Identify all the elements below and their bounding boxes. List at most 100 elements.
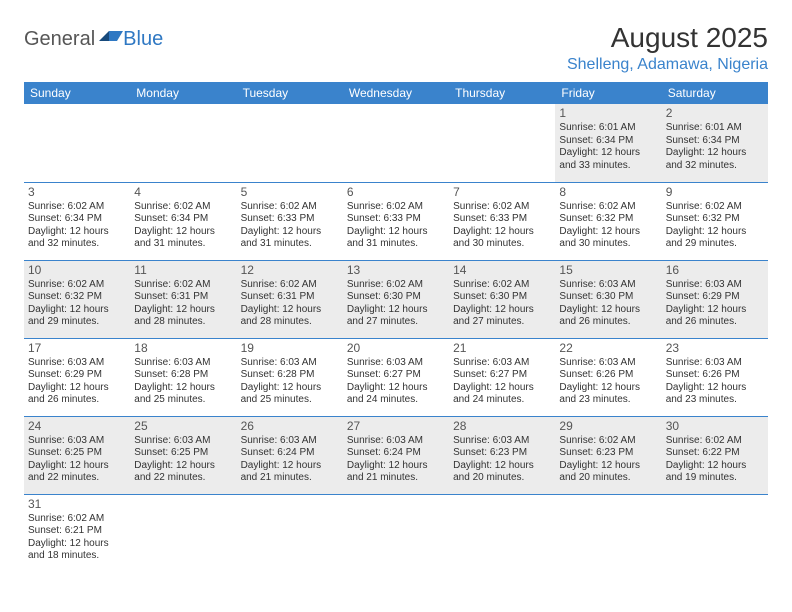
day-number: 12	[241, 263, 339, 278]
daylight-text: Daylight: 12 hours and 32 minutes.	[666, 147, 764, 172]
sunset-text: Sunset: 6:26 PM	[559, 369, 657, 382]
calendar-cell	[343, 494, 449, 572]
month-title: August 2025	[567, 22, 768, 54]
daylight-text: Daylight: 12 hours and 29 minutes.	[28, 304, 126, 329]
calendar-cell: 12Sunrise: 6:02 AMSunset: 6:31 PMDayligh…	[237, 260, 343, 338]
sunset-text: Sunset: 6:24 PM	[241, 447, 339, 460]
daylight-text: Daylight: 12 hours and 30 minutes.	[453, 226, 551, 251]
sunrise-text: Sunrise: 6:03 AM	[28, 435, 126, 448]
sunrise-text: Sunrise: 6:02 AM	[28, 201, 126, 214]
calendar-cell	[130, 104, 236, 182]
calendar-cell: 10Sunrise: 6:02 AMSunset: 6:32 PMDayligh…	[24, 260, 130, 338]
sunrise-text: Sunrise: 6:03 AM	[134, 357, 232, 370]
calendar-cell: 21Sunrise: 6:03 AMSunset: 6:27 PMDayligh…	[449, 338, 555, 416]
sunrise-text: Sunrise: 6:02 AM	[134, 279, 232, 292]
weekday-header: Tuesday	[237, 82, 343, 104]
day-number: 19	[241, 341, 339, 356]
day-number: 18	[134, 341, 232, 356]
sunrise-text: Sunrise: 6:02 AM	[666, 201, 764, 214]
daylight-text: Daylight: 12 hours and 26 minutes.	[28, 382, 126, 407]
sunset-text: Sunset: 6:22 PM	[666, 447, 764, 460]
sunrise-text: Sunrise: 6:02 AM	[28, 513, 126, 526]
weekday-header: Sunday	[24, 82, 130, 104]
day-number: 30	[666, 419, 764, 434]
calendar-cell: 3Sunrise: 6:02 AMSunset: 6:34 PMDaylight…	[24, 182, 130, 260]
sunrise-text: Sunrise: 6:03 AM	[666, 357, 764, 370]
calendar-cell: 19Sunrise: 6:03 AMSunset: 6:28 PMDayligh…	[237, 338, 343, 416]
day-number: 28	[453, 419, 551, 434]
day-number: 21	[453, 341, 551, 356]
logo-text-general: General	[24, 28, 95, 51]
sunrise-text: Sunrise: 6:03 AM	[347, 357, 445, 370]
sunrise-text: Sunrise: 6:03 AM	[453, 435, 551, 448]
sunset-text: Sunset: 6:34 PM	[559, 135, 657, 148]
sunrise-text: Sunrise: 6:02 AM	[134, 201, 232, 214]
daylight-text: Daylight: 12 hours and 30 minutes.	[559, 226, 657, 251]
sunset-text: Sunset: 6:34 PM	[134, 213, 232, 226]
sunrise-text: Sunrise: 6:01 AM	[666, 122, 764, 135]
sunrise-text: Sunrise: 6:01 AM	[559, 122, 657, 135]
calendar-row: 31Sunrise: 6:02 AMSunset: 6:21 PMDayligh…	[24, 494, 768, 572]
daylight-text: Daylight: 12 hours and 27 minutes.	[453, 304, 551, 329]
day-number: 5	[241, 185, 339, 200]
calendar-row: 17Sunrise: 6:03 AMSunset: 6:29 PMDayligh…	[24, 338, 768, 416]
daylight-text: Daylight: 12 hours and 23 minutes.	[666, 382, 764, 407]
weekday-header: Thursday	[449, 82, 555, 104]
day-number: 6	[347, 185, 445, 200]
calendar-cell	[662, 494, 768, 572]
calendar-cell: 17Sunrise: 6:03 AMSunset: 6:29 PMDayligh…	[24, 338, 130, 416]
daylight-text: Daylight: 12 hours and 25 minutes.	[134, 382, 232, 407]
calendar-cell: 5Sunrise: 6:02 AMSunset: 6:33 PMDaylight…	[237, 182, 343, 260]
calendar-cell: 20Sunrise: 6:03 AMSunset: 6:27 PMDayligh…	[343, 338, 449, 416]
calendar-cell	[130, 494, 236, 572]
calendar-cell: 23Sunrise: 6:03 AMSunset: 6:26 PMDayligh…	[662, 338, 768, 416]
calendar-cell: 22Sunrise: 6:03 AMSunset: 6:26 PMDayligh…	[555, 338, 661, 416]
sunrise-text: Sunrise: 6:03 AM	[559, 279, 657, 292]
day-number: 1	[559, 106, 657, 121]
sunset-text: Sunset: 6:28 PM	[134, 369, 232, 382]
sunset-text: Sunset: 6:34 PM	[28, 213, 126, 226]
daylight-text: Daylight: 12 hours and 33 minutes.	[559, 147, 657, 172]
daylight-text: Daylight: 12 hours and 26 minutes.	[559, 304, 657, 329]
sunrise-text: Sunrise: 6:02 AM	[347, 279, 445, 292]
day-number: 2	[666, 106, 764, 121]
weekday-header: Monday	[130, 82, 236, 104]
calendar-cell	[237, 494, 343, 572]
calendar-cell: 11Sunrise: 6:02 AMSunset: 6:31 PMDayligh…	[130, 260, 236, 338]
sunrise-text: Sunrise: 6:02 AM	[347, 201, 445, 214]
daylight-text: Daylight: 12 hours and 24 minutes.	[453, 382, 551, 407]
calendar-cell: 30Sunrise: 6:02 AMSunset: 6:22 PMDayligh…	[662, 416, 768, 494]
calendar-cell	[237, 104, 343, 182]
day-number: 11	[134, 263, 232, 278]
calendar-cell: 16Sunrise: 6:03 AMSunset: 6:29 PMDayligh…	[662, 260, 768, 338]
sunset-text: Sunset: 6:32 PM	[666, 213, 764, 226]
day-number: 24	[28, 419, 126, 434]
calendar-cell	[449, 494, 555, 572]
weekday-header: Friday	[555, 82, 661, 104]
calendar-cell	[555, 494, 661, 572]
calendar-cell: 18Sunrise: 6:03 AMSunset: 6:28 PMDayligh…	[130, 338, 236, 416]
weekday-header: Wednesday	[343, 82, 449, 104]
calendar-row: 3Sunrise: 6:02 AMSunset: 6:34 PMDaylight…	[24, 182, 768, 260]
day-number: 7	[453, 185, 551, 200]
sunrise-text: Sunrise: 6:03 AM	[559, 357, 657, 370]
sunrise-text: Sunrise: 6:03 AM	[134, 435, 232, 448]
location: Shelleng, Adamawa, Nigeria	[567, 56, 768, 74]
day-number: 29	[559, 419, 657, 434]
sunset-text: Sunset: 6:32 PM	[28, 291, 126, 304]
sunset-text: Sunset: 6:26 PM	[666, 369, 764, 382]
weekday-header-row: SundayMondayTuesdayWednesdayThursdayFrid…	[24, 82, 768, 104]
sunset-text: Sunset: 6:30 PM	[559, 291, 657, 304]
day-number: 13	[347, 263, 445, 278]
sunset-text: Sunset: 6:33 PM	[241, 213, 339, 226]
day-number: 16	[666, 263, 764, 278]
calendar-cell: 6Sunrise: 6:02 AMSunset: 6:33 PMDaylight…	[343, 182, 449, 260]
daylight-text: Daylight: 12 hours and 24 minutes.	[347, 382, 445, 407]
calendar-cell: 1Sunrise: 6:01 AMSunset: 6:34 PMDaylight…	[555, 104, 661, 182]
sunrise-text: Sunrise: 6:02 AM	[453, 279, 551, 292]
sunrise-text: Sunrise: 6:03 AM	[241, 435, 339, 448]
calendar-cell: 31Sunrise: 6:02 AMSunset: 6:21 PMDayligh…	[24, 494, 130, 572]
sunset-text: Sunset: 6:23 PM	[559, 447, 657, 460]
sunrise-text: Sunrise: 6:02 AM	[559, 435, 657, 448]
sunset-text: Sunset: 6:30 PM	[347, 291, 445, 304]
